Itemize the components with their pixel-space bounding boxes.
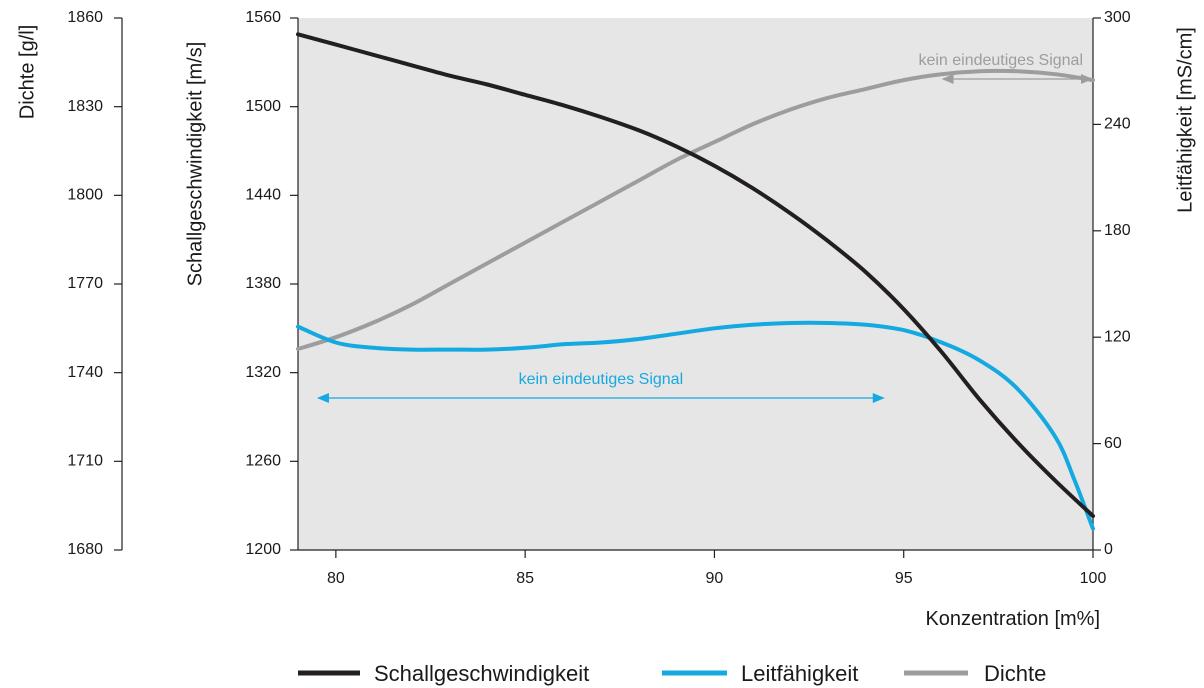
dichte-axis-title: Dichte [g/l] (16, 25, 38, 119)
schall-tick-label: 1200 (245, 541, 281, 558)
series-line-dichte (296, 68, 1095, 351)
schall-tick-label: 1440 (245, 187, 281, 204)
legend-label-dichte: Dichte (984, 661, 1046, 686)
schall-axis-title: Schallgeschwindigkeit [m/s] (184, 42, 206, 287)
annotation-arrowhead-left-grey (941, 74, 954, 84)
legend: Schallgeschwindigkeit Leitfähigkeit Dich… (298, 661, 1046, 686)
x-tick-label: 80 (327, 570, 345, 587)
annotation-arrowhead-right-grey (1081, 74, 1093, 84)
legend-label-leitfaehigkeit: Leitfähigkeit (741, 661, 858, 686)
schall-tick-label: 1380 (245, 275, 281, 292)
annotation-arrowhead-left-blue (316, 393, 329, 403)
leit-tick-label: 300 (1104, 9, 1131, 26)
leit-tick-label: 180 (1104, 222, 1131, 239)
dichte-tick-label: 1830 (67, 98, 103, 115)
x-tick-label: 100 (1080, 570, 1107, 587)
schall-tick-label: 1560 (245, 9, 281, 26)
legend-label-schallgeschwindigkeit: Schallgeschwindigkeit (374, 661, 589, 686)
plot-area (298, 18, 1093, 550)
annotation-label-blue: kein eindeutiges Signal (519, 371, 684, 388)
dichte-tick-label: 1770 (67, 275, 103, 292)
axes: 1680171017401770180018301860120012601320… (67, 9, 1130, 587)
x-tick-label: 95 (895, 570, 913, 587)
x-tick-label: 85 (516, 570, 534, 587)
x-tick-label: 90 (706, 570, 724, 587)
x-axis-title: Konzentration [m%] (925, 608, 1100, 630)
dichte-tick-label: 1680 (67, 541, 103, 558)
dichte-tick-label: 1710 (67, 453, 103, 470)
leit-axis-title: Leitfähigkeit [mS/cm] (1174, 27, 1196, 213)
series-line-leitfaehigkeit (296, 320, 1095, 531)
series-line-schallgeschwindigkeit (296, 32, 1095, 518)
leit-tick-label: 240 (1104, 116, 1131, 133)
schall-tick-label: 1500 (245, 98, 281, 115)
leit-tick-label: 120 (1104, 328, 1131, 345)
leit-tick-label: 60 (1104, 435, 1122, 452)
annotation-arrowhead-right-blue (872, 393, 885, 403)
schall-tick-label: 1320 (245, 364, 281, 381)
annotation-label-grey: kein eindeutiges Signal (918, 52, 1083, 69)
leit-tick-label: 0 (1104, 541, 1113, 558)
dichte-tick-label: 1800 (67, 187, 103, 204)
series-lines (296, 32, 1095, 531)
dichte-tick-label: 1740 (67, 364, 103, 381)
schall-tick-label: 1260 (245, 453, 281, 470)
annotations: kein eindeutiges Signal kein eindeutiges … (316, 52, 1093, 403)
dichte-tick-label: 1860 (67, 9, 103, 26)
